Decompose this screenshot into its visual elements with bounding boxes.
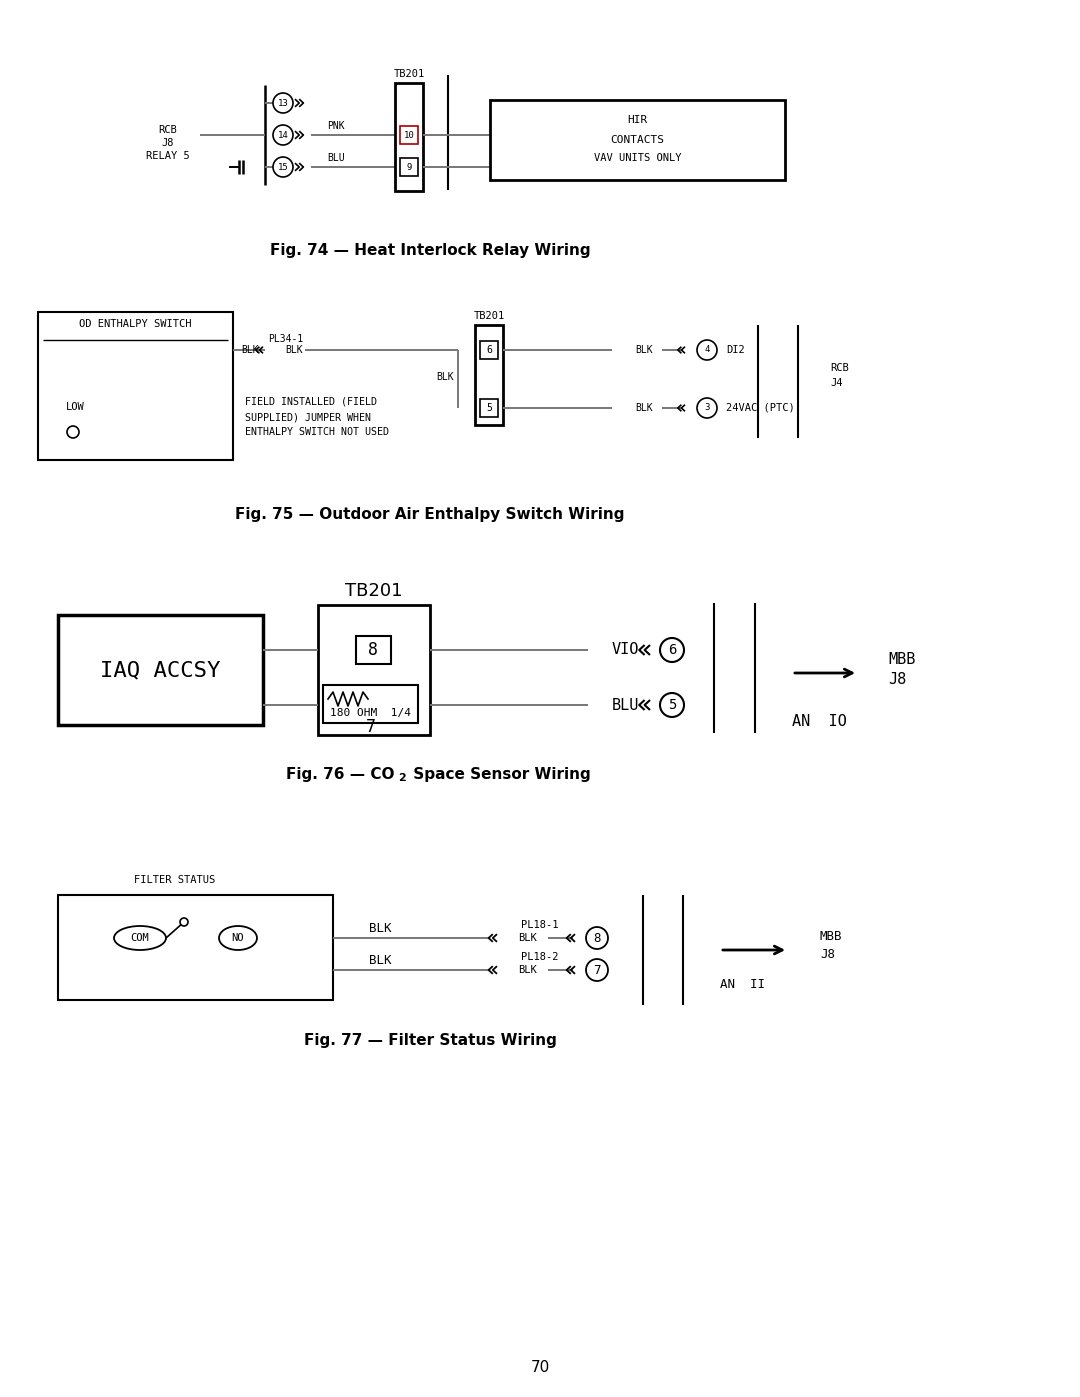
- Text: VAV UNITS ONLY: VAV UNITS ONLY: [594, 154, 681, 163]
- Text: Fig. 74 — Heat Interlock Relay Wiring: Fig. 74 — Heat Interlock Relay Wiring: [270, 243, 591, 257]
- Text: PL18-1: PL18-1: [522, 921, 558, 930]
- Text: BLK: BLK: [518, 965, 537, 975]
- Text: Fig. 77 — Filter Status Wiring: Fig. 77 — Filter Status Wiring: [303, 1032, 556, 1048]
- Bar: [490, 101, 785, 180]
- Circle shape: [273, 124, 293, 145]
- Ellipse shape: [219, 926, 257, 950]
- Bar: [475, 326, 503, 425]
- Text: BLK: BLK: [368, 954, 391, 968]
- Bar: [318, 605, 430, 735]
- Text: FIELD INSTALLED (FIELD: FIELD INSTALLED (FIELD: [245, 397, 377, 407]
- Text: 70: 70: [530, 1361, 550, 1376]
- Text: TB201: TB201: [346, 583, 403, 599]
- Bar: [38, 312, 233, 460]
- Text: Fig. 75 — Outdoor Air Enthalpy Switch Wiring: Fig. 75 — Outdoor Air Enthalpy Switch Wi…: [235, 507, 624, 522]
- Ellipse shape: [114, 926, 166, 950]
- Text: BLK: BLK: [285, 345, 302, 355]
- Bar: [480, 400, 498, 416]
- Text: 7: 7: [593, 964, 600, 977]
- Text: 6: 6: [486, 345, 491, 355]
- Text: NO: NO: [232, 933, 244, 943]
- Text: DI2: DI2: [726, 345, 745, 355]
- Text: MBB: MBB: [888, 652, 916, 668]
- Text: BLK: BLK: [635, 345, 652, 355]
- Text: 7: 7: [365, 718, 376, 736]
- Text: LOW: LOW: [66, 402, 84, 412]
- Text: VIO: VIO: [612, 643, 639, 658]
- Text: 5: 5: [667, 698, 676, 712]
- Text: BLK: BLK: [436, 372, 454, 381]
- Circle shape: [67, 426, 79, 439]
- Text: RCB: RCB: [831, 363, 849, 373]
- Text: Fig. 76 — CO: Fig. 76 — CO: [286, 767, 395, 782]
- Text: 10: 10: [404, 130, 415, 140]
- Text: 8: 8: [368, 641, 378, 659]
- Circle shape: [697, 398, 717, 418]
- Text: BLK: BLK: [518, 933, 537, 943]
- Text: PL18-2: PL18-2: [522, 951, 558, 963]
- Text: RCB: RCB: [159, 124, 177, 136]
- Text: PL34-1: PL34-1: [268, 334, 303, 344]
- Text: MBB: MBB: [820, 930, 842, 943]
- Bar: [58, 615, 264, 725]
- Text: 8: 8: [593, 932, 600, 944]
- Text: 13: 13: [278, 99, 288, 108]
- Circle shape: [273, 94, 293, 113]
- Bar: [356, 636, 391, 664]
- Circle shape: [586, 928, 608, 949]
- Text: 180 OHM  1/4: 180 OHM 1/4: [330, 708, 411, 718]
- Text: Space Sensor Wiring: Space Sensor Wiring: [408, 767, 591, 782]
- Text: 4: 4: [704, 345, 710, 355]
- Text: COM: COM: [131, 933, 149, 943]
- Text: AN  IO: AN IO: [792, 714, 847, 728]
- Text: 9: 9: [406, 162, 411, 172]
- Text: TB201: TB201: [393, 68, 424, 80]
- Bar: [58, 895, 333, 1000]
- Text: BLK: BLK: [368, 922, 391, 936]
- Text: IAQ ACCSY: IAQ ACCSY: [100, 659, 220, 680]
- Circle shape: [273, 156, 293, 177]
- Text: J8: J8: [162, 138, 174, 148]
- Circle shape: [586, 958, 608, 981]
- Circle shape: [180, 918, 188, 926]
- Text: 6: 6: [667, 643, 676, 657]
- Text: 3: 3: [704, 404, 710, 412]
- Text: BLK: BLK: [241, 345, 259, 355]
- Text: BLU: BLU: [612, 697, 639, 712]
- Circle shape: [660, 638, 684, 662]
- Bar: [395, 82, 423, 191]
- Circle shape: [660, 693, 684, 717]
- Text: BLK: BLK: [635, 402, 652, 414]
- Text: RELAY 5: RELAY 5: [146, 151, 190, 161]
- Text: J4: J4: [831, 379, 842, 388]
- Text: CONTACTS: CONTACTS: [610, 136, 664, 145]
- Bar: [323, 685, 418, 724]
- Text: J8: J8: [820, 949, 835, 961]
- Circle shape: [697, 339, 717, 360]
- Bar: [400, 126, 418, 144]
- Text: 2: 2: [399, 773, 406, 782]
- Text: HIR: HIR: [627, 115, 648, 124]
- Text: 24VAC (PTC): 24VAC (PTC): [726, 402, 795, 414]
- Text: BLU: BLU: [327, 154, 345, 163]
- Text: 14: 14: [278, 130, 288, 140]
- Bar: [400, 158, 418, 176]
- Text: PNK: PNK: [327, 122, 345, 131]
- Text: 15: 15: [278, 162, 288, 172]
- Text: J8: J8: [888, 672, 906, 687]
- Text: OD ENTHALPY SWITCH: OD ENTHALPY SWITCH: [79, 319, 192, 330]
- Text: AN  II: AN II: [720, 978, 765, 990]
- Text: ENTHALPY SWITCH NOT USED: ENTHALPY SWITCH NOT USED: [245, 427, 389, 437]
- Bar: [480, 341, 498, 359]
- Text: 5: 5: [486, 402, 491, 414]
- Text: SUPPLIED) JUMPER WHEN: SUPPLIED) JUMPER WHEN: [245, 412, 372, 422]
- Text: TB201: TB201: [473, 312, 504, 321]
- Text: FILTER STATUS: FILTER STATUS: [134, 875, 216, 886]
